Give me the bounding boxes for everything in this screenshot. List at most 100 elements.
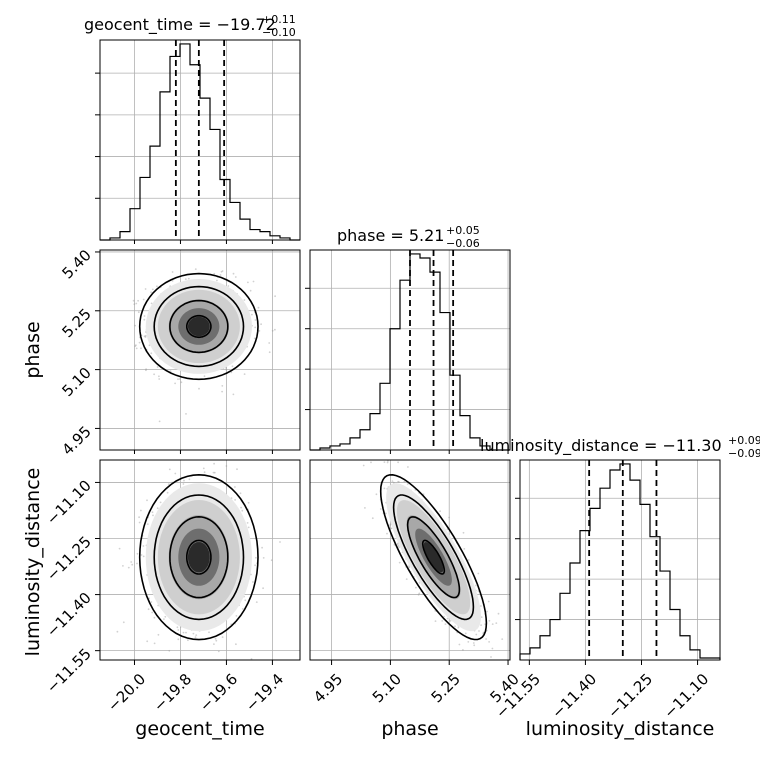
sample-point [185,413,187,415]
x-tick-label-phase: 5.10 [369,670,405,706]
x-tick-label-geocent-time: −19.4 [242,670,287,715]
sample-point [262,587,264,590]
sample-point [183,479,185,482]
panel-2d-geocent-time-vs-luminosity-distance [99,459,301,661]
sample-point [187,639,189,642]
sample-point [418,592,421,595]
sample-point [252,581,254,583]
sample-point [219,274,222,276]
panel-frame [309,459,511,661]
contour-3 [186,314,212,339]
sample-point [241,509,244,512]
sample-point [485,638,487,640]
sample-point [375,493,378,496]
sample-point [467,559,470,561]
sample-point [216,279,218,282]
sample-point [156,507,159,510]
sample-point [156,366,159,368]
sample-point [194,268,197,270]
sample-point [274,328,276,331]
sample-point [397,461,399,464]
sample-point [396,543,399,546]
panel-frame [99,249,301,451]
sample-point [472,642,475,644]
sample-point [397,480,399,483]
sample-point [254,564,256,567]
sample-point [136,552,139,555]
sample-point [398,481,400,483]
sample-point [480,616,483,618]
xlabel-geocent-time: geocent_time [135,718,264,740]
sample-point [449,620,452,622]
sample-point [221,385,224,387]
contour-1 [153,285,245,368]
sample-point [260,323,262,326]
sample-point [270,559,273,562]
sample-point [215,639,218,642]
y-tick-label-luminosity-distance: −11.25 [43,533,95,585]
sample-point [213,471,216,474]
sample-point [232,272,235,275]
panel-title-phase: phase = 5.21 +0.05 −0.06 [337,224,480,250]
sample-point [252,280,255,283]
sample-point [169,370,172,372]
sample-point [389,524,391,526]
sample-point [202,467,205,470]
sample-point [217,650,220,653]
sample-point [221,270,224,272]
title-luminosity-distance-text: luminosity_distance = −11.30 [480,436,722,456]
sample-point [390,527,393,530]
x-tick-label-luminosity-distance: −11.40 [548,670,600,722]
sample-point [137,299,140,302]
sample-point [177,378,179,381]
sample-point [188,478,191,481]
sample-point [480,624,482,626]
hist-step-geocent-time [100,43,300,241]
sample-point [203,375,206,378]
panel-title-luminosity-distance: luminosity_distance = −11.30 +0.09 −0.09 [480,434,760,460]
sample-point [236,468,238,471]
sample-point [157,633,160,636]
title-phase-minus: −0.06 [446,237,480,250]
sample-point [258,330,261,332]
sample-point [243,299,246,301]
sample-point [370,461,372,464]
title-geocent-time-text: geocent_time = −19.72 [84,15,276,35]
sample-point [150,352,153,355]
sample-point [360,456,362,458]
sample-point [383,487,386,490]
sample-point [251,313,253,316]
sample-point [262,557,265,559]
sample-point [118,547,121,550]
sample-point [122,621,125,624]
x-tick-label-geocent-time: −20.0 [104,670,149,715]
sample-point [397,544,400,547]
sample-point [244,599,247,602]
sample-point [158,378,161,380]
sample-point [231,365,234,368]
contour-2 [169,299,229,354]
hist-panel-geocent-time [95,39,301,241]
title-phase-plus: +0.05 [446,224,480,237]
sample-point [488,619,491,622]
hist-step-luminosity-distance [519,463,721,660]
sample-point [443,615,445,618]
contour-2 [406,516,461,599]
sample-point [458,643,461,646]
sample-point [134,345,137,348]
sample-point [153,373,156,376]
sample-point [261,546,263,549]
contour-3 [421,539,446,575]
title-geocent-time-minus: −0.10 [262,26,296,39]
sample-point [434,620,437,622]
panel-title-geocent-time: geocent_time = −19.72 +0.11 −0.10 [84,13,296,39]
contour-0 [138,473,259,641]
sample-point [364,507,366,509]
sample-point [138,521,141,524]
sample-point [184,278,187,280]
sample-point [187,277,190,280]
sample-point [180,381,183,384]
sample-point [463,548,466,550]
sample-point [491,647,494,650]
sample-point [495,622,498,624]
